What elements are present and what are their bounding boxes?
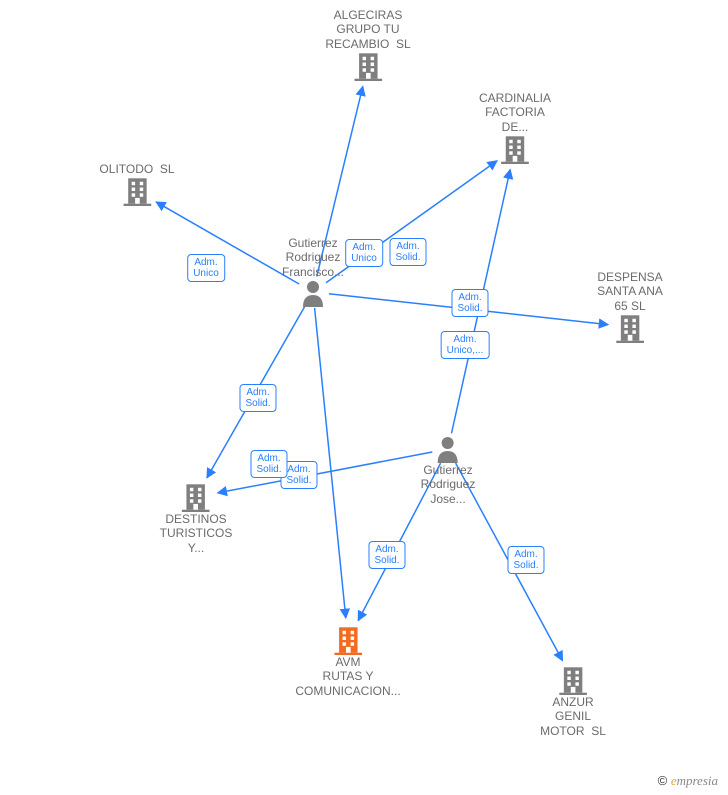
copyright-symbol: © — [658, 773, 668, 788]
edge-label: Adm.Solid. — [507, 546, 544, 574]
node-algeciras: ALGECIRASGRUPO TURECAMBIO SL — [325, 8, 410, 81]
node-label: OLITODO SL — [99, 162, 174, 176]
node-cardinalia: CARDINALIAFACTORIADE... — [479, 91, 551, 164]
building-icon — [123, 176, 151, 206]
credit: © empresia — [658, 773, 718, 789]
node-label: ALGECIRASGRUPO TURECAMBIO SL — [325, 8, 410, 51]
building-icon — [501, 134, 529, 164]
node-jose: GutierrezRodriguezJose... — [421, 435, 476, 506]
edge-label: Adm.Unico,... — [441, 331, 490, 359]
building-icon — [559, 665, 587, 695]
node-label: CARDINALIAFACTORIADE... — [479, 91, 551, 134]
node-anzur: ANZURGENILMOTOR SL — [540, 665, 606, 738]
node-label: DESPENSASANTA ANA65 SL — [597, 270, 663, 313]
edge-label: Adm.Solid. — [250, 450, 287, 478]
edge-label: Adm.Unico — [345, 239, 383, 267]
node-avm: AVMRUTAS YCOMUNICACION... — [295, 625, 400, 698]
person-icon — [436, 435, 460, 463]
node-olitodo: OLITODO SL — [99, 162, 174, 206]
edge-francisco-avm — [315, 308, 346, 618]
edge-label: Adm.Solid. — [239, 384, 276, 412]
building-icon — [182, 482, 210, 512]
node-label: GutierrezRodriguezFrancisco... — [282, 236, 344, 279]
building-icon — [354, 51, 382, 81]
person-icon — [301, 279, 325, 307]
node-destinos: DESTINOSTURISTICOSY... — [160, 482, 233, 555]
node-label: ANZURGENILMOTOR SL — [540, 695, 606, 738]
brand-rest: mpresia — [677, 773, 718, 788]
edge-label: Adm.Solid. — [389, 238, 426, 266]
building-icon — [616, 313, 644, 343]
building-icon — [334, 625, 362, 655]
edge-label: Adm.Solid. — [451, 289, 488, 317]
node-label: DESTINOSTURISTICOSY... — [160, 512, 233, 555]
node-despensa: DESPENSASANTA ANA65 SL — [597, 270, 663, 343]
node-francisco: GutierrezRodriguezFrancisco... — [282, 236, 344, 307]
node-label: GutierrezRodriguezJose... — [421, 463, 476, 506]
edge-label: Adm.Solid. — [368, 541, 405, 569]
node-label: AVMRUTAS YCOMUNICACION... — [295, 655, 400, 698]
network-diagram: OLITODO SL ALGECIRASGRUPO TURECAMBIO SL … — [0, 0, 728, 795]
edge-label: Adm.Unico — [187, 254, 225, 282]
edge-francisco-olitodo — [156, 202, 299, 284]
